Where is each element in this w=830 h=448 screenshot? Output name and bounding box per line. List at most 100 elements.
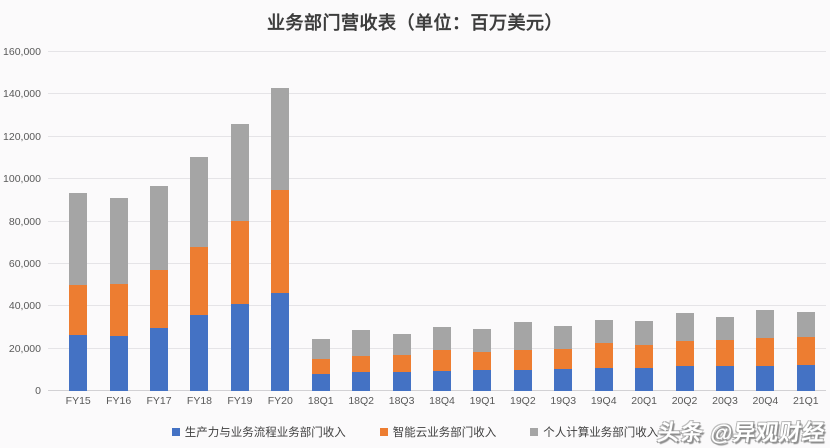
bar-segment-series2	[554, 348, 573, 370]
bar-segment-series2	[796, 337, 815, 365]
bar-segment-series3	[150, 186, 169, 270]
bar-segment-series1	[352, 372, 371, 391]
bar-segment-series2	[69, 284, 88, 335]
bar-segment-series3	[271, 88, 290, 191]
bar-slot-19q3	[543, 52, 583, 391]
bar-slot-20q3	[705, 52, 745, 391]
gridline	[48, 220, 826, 222]
x-axis-tick-label: 19Q2	[510, 395, 536, 407]
plot-area: 0 20,000 40,000 60,000 80,000 100,000 120,000 1…	[3, 46, 826, 397]
bar-group	[473, 329, 492, 391]
bar-group	[190, 157, 209, 391]
bar-slot-20q2	[664, 52, 704, 391]
y-axis-tick-label: 20,000	[8, 342, 41, 355]
y-axis-tick-label: 60,000	[8, 257, 41, 270]
bar-group	[352, 329, 371, 391]
bar-segment-series3	[675, 312, 694, 341]
bar-segment-series1	[513, 369, 532, 391]
legend-marker-icon	[171, 428, 180, 436]
legend-label: 个人计算业务部门收入	[543, 427, 659, 439]
bar-segment-series1	[109, 336, 128, 391]
y-axis-tick-label: 140,000	[3, 88, 41, 101]
legend-item-series2: 智能云业务部门收入	[379, 424, 497, 440]
y-axis-tick-label: 100,000	[3, 173, 41, 186]
legend-marker-icon	[530, 428, 539, 436]
bar-segment-series1	[190, 315, 209, 391]
x-axis-tick-label: 19Q1	[469, 395, 496, 407]
bar-segment-series1	[433, 370, 451, 391]
bar-segment-series3	[554, 326, 573, 349]
bar-slot-19q4	[583, 52, 623, 391]
bar-segment-series2	[594, 343, 613, 368]
bar-group	[230, 124, 249, 391]
bar-slot-fy20	[260, 52, 300, 391]
bar-segment-series2	[230, 221, 249, 304]
x-axis-tick-label: 21Q1	[792, 395, 819, 407]
bar-segment-series1	[756, 366, 775, 391]
bar-segment-series2	[190, 246, 209, 316]
bar-segment-series2	[352, 355, 371, 373]
bar-segment-series3	[230, 124, 249, 222]
bar-segment-series1	[715, 366, 734, 391]
bar-segment-series3	[433, 327, 451, 351]
bar-group	[109, 197, 128, 391]
y-axis-tick-label: 120,000	[3, 130, 41, 143]
bar-group	[594, 319, 613, 391]
bar-segment-series3	[756, 310, 775, 338]
bar-segment-series3	[715, 316, 734, 341]
bar-segment-series2	[675, 340, 694, 366]
y-axis-tick-label: 0	[35, 385, 41, 397]
legend-label: 智能云业务部门收入	[392, 427, 497, 439]
bar-slot-20q1	[624, 52, 664, 391]
y-axis-tick-label: 40,000	[8, 300, 41, 313]
bar-slot-fy19	[220, 52, 260, 391]
bar-segment-series2	[715, 340, 734, 367]
bar-segment-series3	[311, 339, 330, 359]
legend-marker-icon	[379, 428, 388, 436]
legend-label: 生产力与业务流程业务部门收入	[184, 427, 346, 439]
bar-slot-18q4	[422, 52, 462, 391]
bar-group	[715, 316, 734, 391]
bar-segment-series3	[796, 312, 815, 338]
x-axis: FY15 FY16 FY17 FY18 FY19 FY20 18Q1 18Q2 18Q3 18Q4…	[48, 395, 826, 407]
bar-slot-18q3	[381, 52, 421, 391]
bar-slot-21q1	[786, 52, 826, 391]
bar-segment-series3	[109, 197, 128, 284]
bar-segment-series1	[271, 292, 290, 391]
gridline	[48, 93, 826, 95]
bar-segment-series1	[675, 365, 694, 391]
bar-segment-series2	[150, 269, 169, 328]
x-axis-tick-label: FY19	[227, 395, 253, 407]
bar-segment-series3	[635, 320, 654, 345]
bar-segment-series3	[190, 157, 209, 247]
bar-slot-fy16	[98, 52, 138, 391]
bar-slot-19q2	[503, 52, 543, 391]
bar-segment-series1	[473, 370, 492, 391]
bar-segment-series1	[594, 367, 613, 391]
x-axis-tick-label: FY20	[267, 395, 293, 407]
bar-slot-18q2	[341, 52, 381, 391]
bar-segment-series3	[473, 329, 492, 353]
gridline	[48, 51, 826, 52]
legend: 生产力与业务流程业务部门收入 智能云业务部门收入 个人计算业务部门收入	[0, 424, 830, 440]
gridline	[48, 262, 826, 264]
x-axis-tick-label: 19Q3	[550, 395, 577, 407]
legend-item-series3: 个人计算业务部门收入	[530, 424, 658, 440]
x-axis-tick-label: 19Q4	[590, 395, 617, 407]
bar-slot-18q1	[301, 52, 341, 391]
bar-group	[756, 310, 775, 391]
x-axis-tick-label: FY15	[65, 395, 91, 407]
x-axis-tick-label: FY16	[106, 395, 132, 407]
bar-slot-20q4	[745, 52, 785, 391]
bar-group	[635, 320, 654, 391]
bar-segment-series2	[392, 355, 411, 372]
bar-segment-series1	[635, 367, 654, 391]
bar-segment-series1	[554, 369, 573, 391]
bar-group	[433, 327, 451, 391]
x-axis-tick-label: 20Q4	[752, 395, 779, 407]
bar-group	[271, 88, 290, 391]
bar-group	[796, 312, 815, 391]
bar-group	[150, 186, 169, 391]
x-axis-tick-label: 18Q2	[348, 395, 374, 407]
chart-title: 业务部门营收表（单位：百万美元）	[267, 13, 563, 33]
